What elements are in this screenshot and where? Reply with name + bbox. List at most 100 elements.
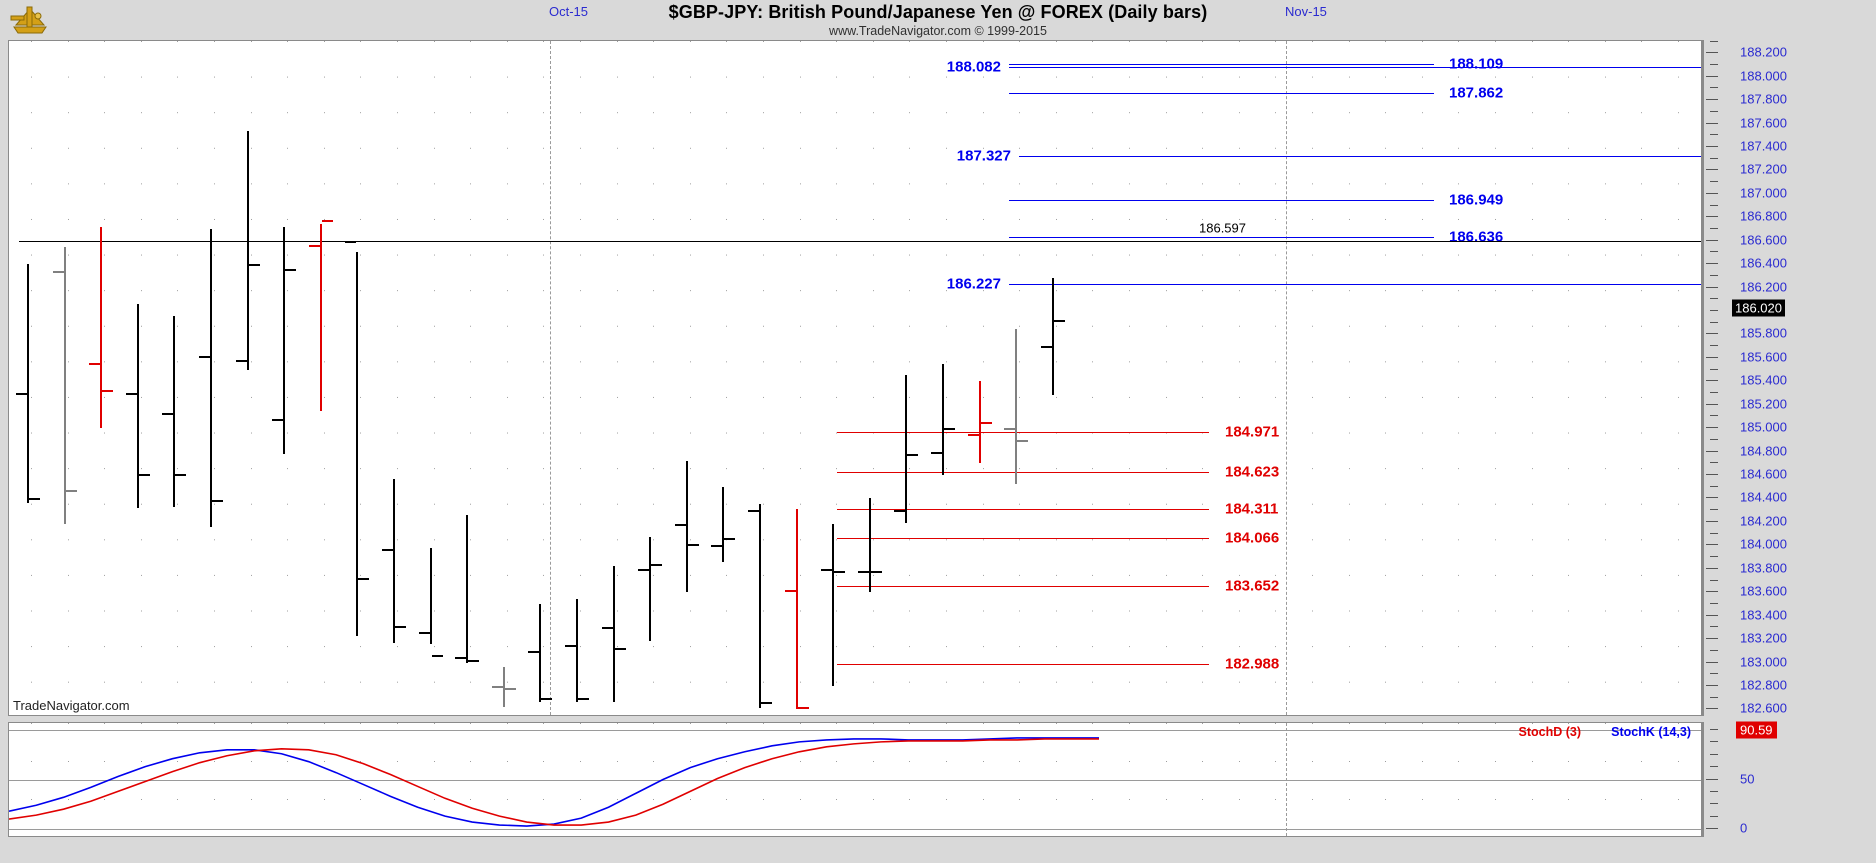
ohlc-close-tick [651,564,663,567]
price-level-line[interactable] [837,586,1209,588]
time-axis-label: Oct-15 [549,4,589,19]
ohlc-close-tick [797,707,809,710]
stoch-axis-minor-tick [1710,828,1718,829]
price-axis-minor-tick [1710,216,1718,218]
price-level-label: 184.066 [1225,529,1280,547]
grid-dot-column [323,41,325,715]
price-level-line[interactable] [1009,236,1434,238]
ohlc-open-tick [748,510,759,513]
price-axis-label: 185.800 [1740,325,1787,341]
price-axis-minor-tick [1710,146,1718,148]
stoch-curve [9,737,1099,827]
stochastic-axis[interactable]: 50 0 90.59 [1702,721,1876,837]
grid-dot-column [1641,41,1643,715]
price-level-line[interactable] [837,537,1209,539]
price-level-label: 188.109 [1449,55,1504,73]
ohlc-close-tick [212,499,223,502]
price-axis-minor-tick [1710,333,1718,335]
ohlc-bar [795,509,798,710]
price-axis-label: 182.800 [1740,677,1787,693]
price-level-label: 186.597 [1199,220,1246,236]
price-axis-label: 185.400 [1740,372,1787,388]
ohlc-bar [27,264,29,504]
price-level-label: 182.988 [1225,655,1280,673]
ohlc-close-tick [761,702,772,705]
price-axis-minor-tick [1710,684,1718,686]
time-axis-label: Nov-15 [1285,4,1327,19]
month-separator [1286,41,1287,715]
price-level-line[interactable] [1009,92,1434,94]
price-axis-minor-tick [1710,286,1718,288]
price-level-line[interactable] [837,472,1209,474]
grid-dot-column [1348,41,1350,715]
price-axis-label: 184.200 [1740,513,1787,529]
price-axis-minor-tick [1710,427,1718,429]
price-axis-minor-tick [1710,251,1718,253]
price-axis-label: 183.400 [1740,607,1787,623]
stoch-axis-minor-tick [1710,778,1718,780]
price-level-line[interactable] [837,663,1209,665]
stoch-axis-minor-tick [1710,766,1718,768]
copyright-line: www.TradeNavigator.com © 1999-2015 [829,24,1047,38]
ohlc-bar [136,304,139,508]
price-level-line[interactable] [837,508,1209,510]
grid-dot-column [433,41,435,715]
price-axis-minor-tick [1710,403,1718,405]
ohlc-open-tick [638,568,650,571]
grid-dot-column [397,41,398,715]
ohlc-close-tick [870,571,882,574]
grid-dot-column [177,41,179,715]
price-axis-minor-tick [1710,415,1718,417]
grid-dot-column [1165,41,1167,715]
ohlc-close-tick [834,571,846,574]
ohlc-open-tick [1040,346,1052,349]
price-level-line[interactable] [1009,199,1434,201]
grid-dot-column [470,41,472,715]
price-level-line[interactable] [1009,63,1434,65]
price-axis-label: 185.200 [1740,396,1787,412]
price-level-line[interactable] [1009,284,1701,286]
price-level-label: 188.082 [946,58,1001,76]
price-axis-minor-tick [1710,321,1718,323]
grid-dot-column [689,41,691,715]
ohlc-close-tick [175,473,187,476]
grid-dot-column [1604,41,1606,715]
price-axis-minor-tick [1710,626,1718,628]
price-level-line[interactable] [837,431,1209,433]
ohlc-open-tick [784,589,796,592]
ohlc-bar [173,315,176,507]
price-axis-minor-tick [1710,520,1718,522]
price-axis-minor-tick [1710,228,1718,230]
axis-rail [1702,40,1704,716]
ohlc-close-tick [504,688,516,691]
price-level-line[interactable] [1019,155,1701,157]
ohlc-open-tick [565,644,576,647]
price-level-line[interactable] [1009,67,1701,69]
price-chart-pane[interactable]: 188.109 188.082 187.862 187.327 186.949 186.6… [8,40,1702,716]
ohlc-open-tick [711,545,723,548]
grid-dot-column [543,41,545,715]
ohlc-bar [319,224,322,411]
price-axis-minor-tick [1710,122,1718,124]
price-axis-minor-tick [1710,474,1718,476]
price-axis[interactable]: 188.200 188.000 187.800 187.600 187.400 187.2… [1702,40,1876,716]
grid-dot-column [909,41,911,715]
price-axis-label: 188.200 [1740,44,1787,60]
price-axis-label: 184.400 [1740,489,1787,505]
price-level-label: 184.971 [1225,423,1280,441]
grid-dot-column [1055,41,1057,715]
grid-dot-column [763,41,764,715]
watermark: TradeNavigator.com [13,698,130,713]
ohlc-close-tick [395,626,406,629]
ohlc-bar [100,226,103,429]
ohlc-open-tick [16,393,27,396]
stochastic-pane[interactable]: StochD (3) StochK (14,3) [8,722,1702,837]
price-axis-minor-tick [1710,696,1718,698]
stoch-curve [9,738,1099,826]
ohlc-bar [1051,278,1054,396]
ohlc-bar [942,363,944,476]
grid-dot-column [214,41,215,715]
stoch-level-line [9,779,1701,781]
price-level-line[interactable] [19,241,1701,243]
